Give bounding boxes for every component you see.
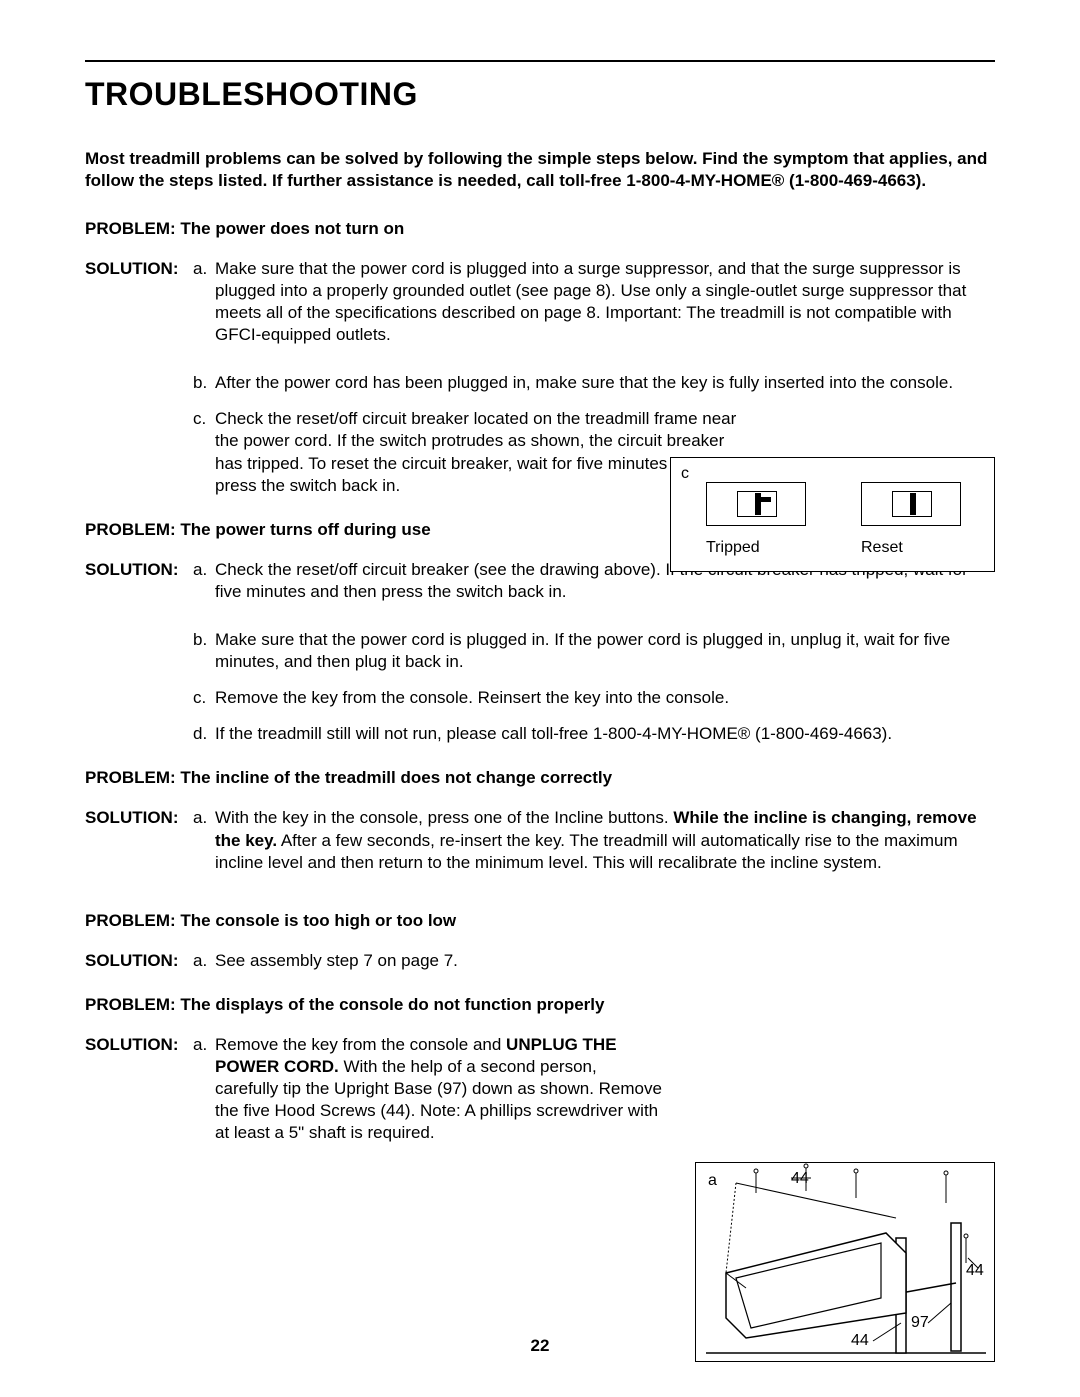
breaker-tripped-plate [706,482,806,526]
item-letter: b. [193,629,215,673]
problem5-solution: SOLUTION: a. Remove the key from the con… [85,1034,995,1158]
fig-label-a: a [708,1171,717,1192]
problem1-heading: PROBLEM: The power does not turn on [85,218,995,240]
item-text: Remove the key from the console and UNPL… [215,1034,663,1144]
problem3-solution: SOLUTION: a. With the key in the console… [85,807,995,887]
problem3-a: a. With the key in the console, press on… [193,807,995,873]
problem5-a: a. Remove the key from the console and U… [193,1034,663,1144]
problem1-c: c. Check the reset/off circuit breaker l… [193,408,748,496]
callout-97: 97 [911,1313,929,1334]
callout-44: 44 [791,1169,809,1190]
solution-label: SOLUTION: [85,559,193,617]
solution-label: SOLUTION: [85,807,193,887]
item-letter: c. [193,408,215,496]
item-text: Remove the key from the console. Reinser… [215,687,995,709]
item-letter: a. [193,258,215,346]
item-letter: a. [193,559,215,603]
circuit-breaker-figure: c Tripped Reset [670,457,995,572]
problem3-heading: PROBLEM: The incline of the treadmill do… [85,767,995,789]
solution-label: SOLUTION: [85,950,193,972]
item-text: If the treadmill still will not run, ple… [215,723,995,745]
tip-base-figure: a 44 44 44 97 [695,1162,995,1362]
problem1-b: b. After the power cord has been plugged… [193,372,995,394]
item-text: With the key in the console, press one o… [215,807,995,873]
reset-label: Reset [861,538,903,559]
item-text: See assembly step 7 on page 7. [215,950,995,972]
tip-base-svg [696,1163,996,1363]
item-letter: b. [193,372,215,394]
problem1-solution: SOLUTION: a. Make sure that the power co… [85,258,995,360]
item-text: Make sure that the power cord is plugged… [215,629,995,673]
item-letter: c. [193,687,215,709]
item-text: Check the reset/off circuit breaker loca… [215,408,748,496]
solution-label: SOLUTION: [85,1034,193,1158]
item-letter: d. [193,723,215,745]
solution-label: SOLUTION: [85,258,193,360]
item-letter: a. [193,807,215,873]
problem2-d: d. If the treadmill still will not run, … [193,723,995,745]
problem4-heading: PROBLEM: The console is too high or too … [85,910,995,932]
intro-paragraph: Most treadmill problems can be solved by… [85,148,995,192]
top-rule [85,60,995,62]
page-title: TROUBLESHOOTING [85,74,995,116]
fig-label-c: c [681,464,689,485]
item-text: Make sure that the power cord is plugged… [215,258,995,346]
problem1-a: a. Make sure that the power cord is plug… [193,258,995,346]
item-text: After the power cord has been plugged in… [215,372,995,394]
problem4-solution: SOLUTION: a. See assembly step 7 on page… [85,950,995,972]
item-letter: a. [193,950,215,972]
problem5-heading: PROBLEM: The displays of the console do … [85,994,995,1016]
tripped-label: Tripped [706,538,760,559]
problem2-b: b. Make sure that the power cord is plug… [193,629,995,673]
page-number: 22 [0,1335,1080,1357]
callout-44-right: 44 [966,1261,984,1282]
breaker-reset-plate [861,482,961,526]
item-letter: a. [193,1034,215,1144]
problem4-a: a. See assembly step 7 on page 7. [193,950,995,972]
problem2-c: c. Remove the key from the console. Rein… [193,687,995,709]
